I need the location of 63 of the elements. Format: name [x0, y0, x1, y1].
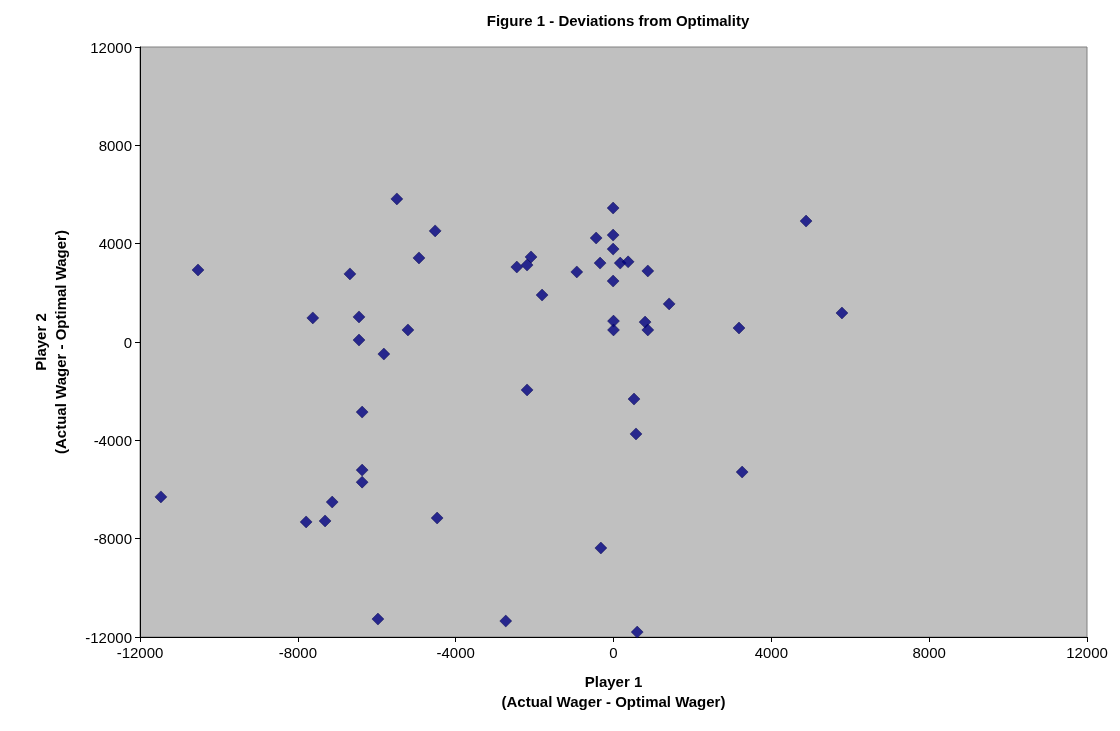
point: [520, 258, 534, 272]
point: [371, 612, 385, 626]
y-tick-label: 4000: [98, 235, 132, 253]
point: [412, 251, 426, 265]
point: [641, 323, 655, 337]
point: [355, 475, 369, 489]
point: [613, 256, 627, 270]
point: [352, 333, 366, 347]
point: [732, 321, 746, 335]
point: [510, 260, 524, 274]
x-axis-title: Player 1 (Actual Wager - Optimal Wager): [501, 672, 726, 710]
point: [524, 250, 538, 264]
point: [377, 347, 391, 361]
point: [428, 224, 442, 238]
point: [606, 242, 620, 256]
x-tick-label: 12000: [1066, 644, 1108, 661]
x-tick-label: -12000: [116, 644, 164, 661]
point: [641, 264, 655, 278]
point: [318, 514, 332, 528]
x-tick-label: -4000: [436, 644, 475, 661]
point: [535, 288, 549, 302]
point: [306, 311, 320, 325]
point: [191, 263, 205, 277]
point: [355, 405, 369, 419]
point: [835, 306, 849, 320]
point: [606, 228, 620, 242]
point: [570, 265, 584, 279]
point: [299, 515, 313, 529]
point: [593, 256, 607, 270]
chart-title: Figure 1 - Deviations from Optimality: [486, 12, 750, 29]
point: [606, 274, 620, 288]
point: [401, 323, 415, 337]
point: [390, 192, 404, 206]
y-tick-label: -12000: [85, 628, 132, 646]
y-tick-label: -8000: [93, 530, 132, 548]
x-tick-label: 0: [609, 644, 618, 661]
y-tick-label: 0: [123, 333, 132, 351]
point: [629, 427, 643, 441]
point: [799, 214, 813, 228]
point: [352, 310, 366, 324]
point: [607, 323, 620, 337]
x-tick-label: 4000: [754, 644, 789, 661]
x-tick-label: -8000: [278, 644, 318, 661]
point: [621, 255, 635, 269]
point: [630, 625, 644, 639]
point: [520, 383, 534, 397]
point: [735, 465, 749, 479]
y-tick-label: 8000: [98, 136, 132, 154]
point: [355, 463, 369, 477]
point: [627, 392, 641, 406]
point: [662, 297, 676, 311]
y-tick-label: -4000: [93, 431, 132, 449]
point: [430, 511, 444, 525]
point: [594, 541, 608, 555]
y-tick-label: 12000: [90, 38, 132, 56]
point: [606, 201, 620, 215]
point: [325, 495, 339, 509]
point: [589, 231, 603, 245]
point: [154, 490, 168, 504]
point: [499, 614, 513, 628]
y-axis-title: Player 2 (Actual Wager - Optimal Wager): [31, 230, 69, 454]
x-tick-label: 8000: [912, 644, 946, 661]
point: [343, 267, 357, 281]
